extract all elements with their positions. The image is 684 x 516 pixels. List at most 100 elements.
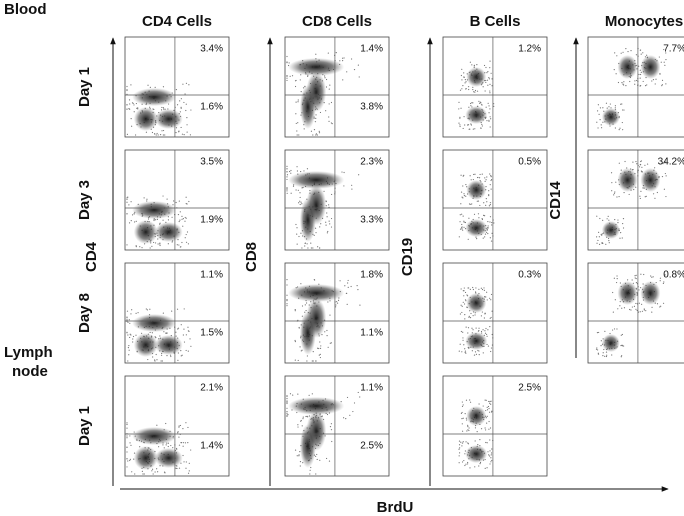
event-dot xyxy=(484,236,486,238)
event-dot xyxy=(190,345,192,347)
event-dot xyxy=(358,174,360,176)
event-dot xyxy=(490,461,492,463)
event-dot xyxy=(160,109,163,111)
event-dot xyxy=(487,232,489,235)
event-dot xyxy=(603,348,605,351)
event-dot xyxy=(130,201,132,203)
row-label: Day 8 xyxy=(76,293,93,333)
event-dot xyxy=(146,200,148,202)
event-dot xyxy=(127,196,129,198)
event-dot xyxy=(175,331,177,333)
event-dot xyxy=(462,290,464,292)
event-dot xyxy=(310,130,313,132)
event-dot xyxy=(465,87,467,90)
upper-percent: 1.2% xyxy=(518,44,541,55)
event-dot xyxy=(286,79,288,82)
event-dot xyxy=(315,53,317,55)
event-dot xyxy=(462,331,464,333)
event-dot xyxy=(141,470,143,472)
event-dot xyxy=(339,60,341,62)
event-dot xyxy=(488,105,490,107)
event-dot xyxy=(461,401,463,403)
event-dot xyxy=(644,164,646,166)
event-dot xyxy=(324,331,326,333)
event-dot xyxy=(286,284,288,286)
event-dot xyxy=(170,355,172,358)
event-dot xyxy=(126,104,128,106)
event-dot xyxy=(654,197,656,199)
event-dot xyxy=(615,281,618,284)
row-label: Day 1 xyxy=(76,67,93,107)
event-dot xyxy=(335,52,337,54)
event-dot xyxy=(662,282,664,285)
event-dot xyxy=(596,332,599,334)
event-dot xyxy=(464,221,467,224)
event-dot xyxy=(476,431,478,433)
event-dot xyxy=(489,439,491,441)
event-dot xyxy=(162,444,164,446)
event-dot xyxy=(467,461,469,464)
cell-cluster xyxy=(132,427,177,445)
event-dot xyxy=(467,429,469,431)
event-dot xyxy=(490,293,493,296)
event-dot xyxy=(182,454,184,457)
event-dot xyxy=(312,134,314,136)
event-dot xyxy=(319,111,322,114)
event-dot xyxy=(659,73,661,75)
event-dot xyxy=(126,316,128,318)
event-dot xyxy=(620,334,622,336)
event-dot xyxy=(635,277,637,280)
event-dot xyxy=(313,234,315,236)
event-dot xyxy=(126,213,128,215)
event-dot xyxy=(154,471,156,473)
event-dot xyxy=(639,49,642,51)
event-dot xyxy=(461,418,463,420)
event-dot xyxy=(470,179,472,181)
event-dot xyxy=(599,107,602,109)
event-dot xyxy=(459,124,461,126)
event-dot xyxy=(460,412,463,414)
cell-cluster xyxy=(465,445,488,463)
event-dot xyxy=(145,308,147,310)
event-dot xyxy=(472,178,474,181)
event-dot xyxy=(286,77,288,79)
cell-cluster xyxy=(132,314,177,332)
event-dot xyxy=(629,308,631,311)
event-dot xyxy=(632,161,634,163)
event-dot xyxy=(311,393,313,395)
event-dot xyxy=(155,336,157,339)
event-dot xyxy=(634,275,636,277)
event-dot xyxy=(175,201,177,204)
event-dot xyxy=(467,424,469,426)
event-dot xyxy=(468,217,470,219)
event-dot xyxy=(631,279,633,281)
y-axis-label: CD4 xyxy=(83,241,100,272)
event-dot xyxy=(476,176,479,179)
event-dot xyxy=(303,128,305,130)
event-dot xyxy=(464,82,466,84)
event-dot xyxy=(461,405,464,407)
event-dot xyxy=(189,134,192,136)
event-dot xyxy=(461,423,463,425)
event-dot xyxy=(187,472,190,474)
cell-cluster xyxy=(132,201,177,219)
event-dot xyxy=(487,225,489,227)
event-dot xyxy=(487,227,489,229)
event-dot xyxy=(470,105,472,107)
cell-cluster xyxy=(288,171,345,189)
event-dot xyxy=(463,174,465,176)
event-dot xyxy=(490,179,492,182)
lower-percent: 1.1% xyxy=(360,328,383,339)
event-dot xyxy=(347,286,349,288)
event-dot xyxy=(490,316,492,319)
event-dot xyxy=(188,200,190,203)
event-dot xyxy=(490,188,492,190)
event-dot xyxy=(469,401,472,403)
event-dot xyxy=(597,127,599,129)
event-dot xyxy=(461,430,464,432)
event-dot xyxy=(488,205,491,207)
event-dot xyxy=(474,173,476,175)
cell-cluster xyxy=(617,55,638,79)
event-dot xyxy=(469,61,471,63)
event-dot xyxy=(460,203,462,205)
